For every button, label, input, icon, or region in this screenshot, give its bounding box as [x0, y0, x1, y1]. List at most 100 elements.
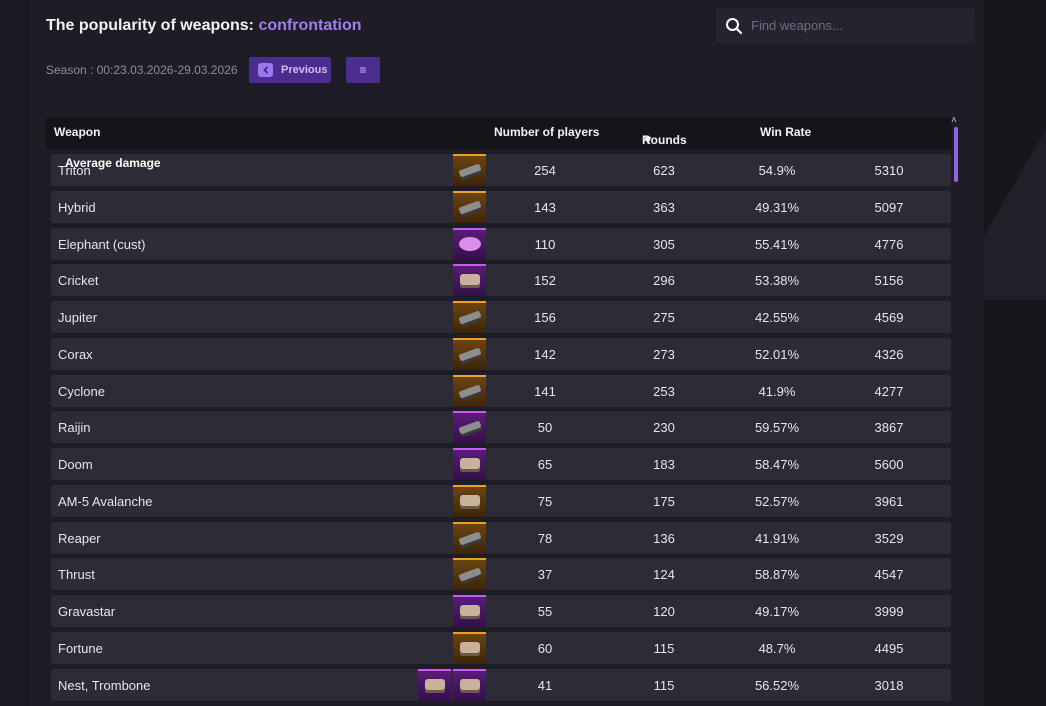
col-winrate[interactable]: Win Rate [760, 125, 812, 139]
weapon-gun-icon [458, 310, 482, 325]
win-rate: 54.9% [758, 163, 796, 178]
weapon-name: Gravastar [58, 604, 116, 619]
win-rate: 58.87% [754, 567, 800, 583]
average-damage: 3961 [874, 493, 904, 509]
weapon-image [418, 668, 451, 701]
weapon-name: Nest, Trombone [58, 677, 151, 693]
rounds-count: 275 [653, 310, 675, 325]
table-row[interactable]: Thrust 37 124 58.87% 4547 [51, 558, 951, 591]
rounds-count: 296 [653, 273, 675, 289]
weapon-thumbnails [451, 337, 486, 370]
rounds-count: 273 [653, 346, 675, 362]
player-count: 142 [534, 346, 556, 362]
average-damage: 4495 [874, 640, 904, 656]
scroll-up-icon[interactable]: ˄ [951, 115, 957, 126]
weapon-name: Elephant (cust) [58, 236, 146, 252]
player-count: 143 [534, 199, 556, 215]
player-count: 41 [537, 677, 553, 693]
table-row[interactable]: Raijin 50 230 59.57% 3867 [51, 411, 951, 444]
player-count: 65 [537, 457, 553, 472]
weapon-thumbnails [451, 558, 486, 591]
win-rate: 58.47% [754, 457, 800, 472]
table-row[interactable]: Elephant (cust) 110 305 55.41% 4776 [51, 227, 951, 260]
win-rate: 52.01% [754, 346, 800, 362]
title-mode: confrontation [258, 17, 362, 34]
rounds-count: 305 [653, 236, 675, 252]
weapon-thumbnails [416, 668, 486, 701]
page-title: The popularity of weapons: confrontation [46, 17, 362, 35]
weapon-thumbnails [451, 190, 486, 223]
weapon-gun-icon [458, 567, 482, 582]
rounds-count: 120 [653, 604, 675, 619]
col-avg-damage[interactable]: Average damage [65, 156, 161, 170]
table-row[interactable]: Hybrid 143 363 49.31% 5097 [51, 190, 951, 223]
weapon-image [453, 190, 486, 223]
previous-label: Previous [281, 64, 328, 76]
average-damage: 5600 [874, 457, 904, 472]
menu-button[interactable]: ≡ [346, 57, 380, 83]
win-rate: 49.31% [754, 199, 800, 215]
table-row[interactable]: Cricket 152 296 53.38% 5156 [51, 264, 951, 297]
table-row[interactable]: AM-5 Avalanche 75 175 52.57% 3961 [51, 484, 951, 517]
player-count: 156 [534, 310, 556, 325]
player-count: 75 [537, 493, 553, 509]
rounds-count: 230 [653, 420, 675, 436]
col-rounds-label: Rounds [642, 133, 687, 147]
player-count: 110 [534, 236, 556, 252]
weapon-name: Cyclone [58, 383, 105, 399]
rounds-count: 124 [653, 567, 675, 583]
search-input[interactable] [749, 17, 968, 34]
weapon-blob-icon [460, 678, 480, 693]
average-damage: 4547 [874, 567, 904, 583]
table-row[interactable]: Corax 142 273 52.01% 4326 [51, 337, 951, 370]
weapon-image [453, 154, 486, 186]
win-rate: 41.9% [758, 383, 796, 399]
title-prefix: The popularity of weapons: [46, 17, 259, 34]
player-count: 152 [534, 273, 556, 289]
weapon-image [453, 264, 486, 297]
scrollbar-thumb[interactable] [954, 127, 958, 182]
col-players[interactable]: Number of players [494, 125, 600, 139]
win-rate: 59.57% [754, 420, 800, 436]
weapon-image [453, 337, 486, 370]
table-row[interactable]: Triton 254 623 54.9% 5310 [51, 154, 951, 186]
table-row[interactable]: Gravastar 55 120 49.17% 3999 [51, 595, 951, 627]
win-rate: 55.41% [754, 236, 800, 252]
average-damage: 3529 [874, 530, 904, 546]
win-rate: 53.38% [754, 273, 800, 289]
weapon-image [453, 301, 486, 333]
weapon-gun-icon [458, 383, 482, 399]
player-count: 78 [537, 530, 553, 546]
weapon-image [453, 631, 486, 664]
rounds-count: 623 [653, 163, 675, 178]
average-damage: 4569 [874, 310, 904, 325]
weapon-thumbnails [451, 154, 486, 186]
win-rate: 56.52% [754, 677, 800, 693]
table-row[interactable]: Jupiter 156 275 42.55% 4569 [51, 301, 951, 333]
weapon-gun-icon [458, 530, 482, 546]
weapon-blob-icon [460, 494, 480, 509]
player-count: 37 [537, 567, 553, 583]
table-row[interactable]: Doom 65 183 58.47% 5600 [51, 448, 951, 480]
table-row[interactable]: Nest, Trombone 41 115 56.52% 3018 [51, 668, 951, 701]
table-row[interactable]: Fortune 60 115 48.7% 4495 [51, 631, 951, 664]
previous-season-button[interactable]: Previous [249, 57, 331, 83]
weapon-thumbnails [451, 374, 486, 407]
win-rate: 41.91% [754, 530, 800, 546]
weapon-thumbnails [451, 521, 486, 554]
page-backdrop [984, 0, 1046, 706]
search-box[interactable] [716, 8, 975, 43]
win-rate: 42.55% [754, 310, 800, 325]
average-damage: 5097 [874, 199, 904, 215]
table-row[interactable]: Cyclone 141 253 41.9% 4277 [51, 374, 951, 407]
table-header: Weapon Number of players Rounds ▼ Win Rat… [46, 117, 952, 149]
weapon-name: Triton [58, 163, 91, 178]
weapon-blob-icon [460, 641, 480, 656]
weapon-thumbnails [451, 448, 486, 480]
col-weapon[interactable]: Weapon [54, 125, 101, 139]
table-row[interactable]: Reaper 78 136 41.91% 3529 [51, 521, 951, 554]
player-count: 254 [534, 163, 556, 178]
player-count: 60 [537, 640, 553, 656]
rounds-count: 136 [653, 530, 675, 546]
weapon-pink-icon [459, 236, 481, 251]
